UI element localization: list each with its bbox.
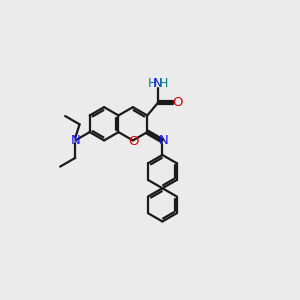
Text: N: N — [153, 76, 163, 89]
Text: N: N — [158, 134, 168, 147]
Text: H: H — [159, 77, 168, 90]
Text: O: O — [128, 135, 139, 148]
Text: O: O — [172, 96, 182, 109]
Text: N: N — [70, 134, 80, 147]
Text: H: H — [148, 77, 157, 90]
